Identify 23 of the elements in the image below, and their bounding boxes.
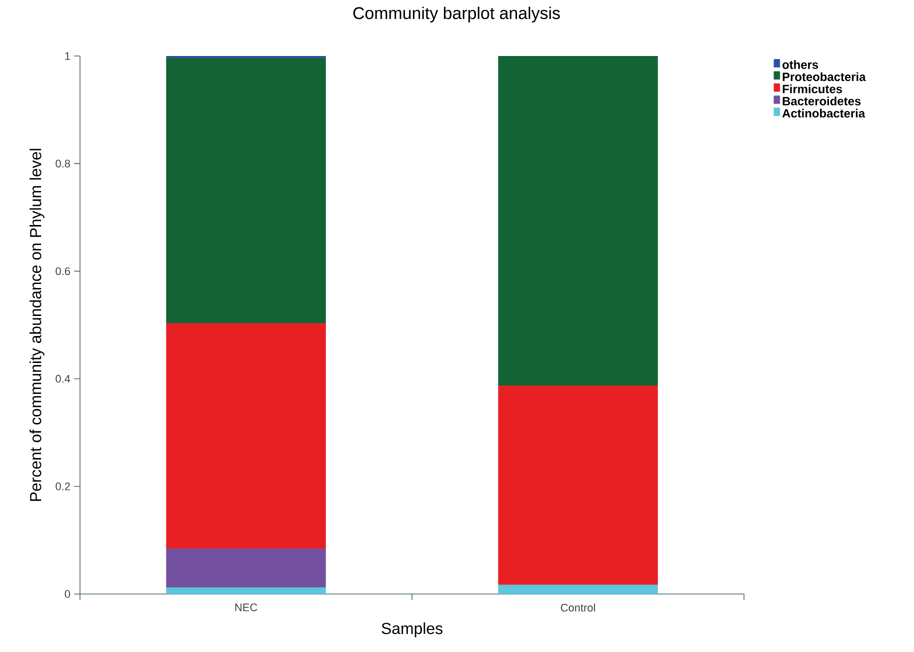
y-tick-label: 0 <box>64 590 70 598</box>
bar <box>498 56 658 386</box>
x-axis-title: Samples <box>382 622 442 638</box>
chart-title: Community barplot analysis <box>353 6 560 22</box>
bar <box>166 58 326 324</box>
y-axis-title: Percent of community abundance on Phylum level <box>30 148 44 501</box>
bar <box>498 386 658 585</box>
bar <box>166 323 326 549</box>
legend-label: Bacteroidetes <box>782 96 861 106</box>
x-tick-label: NEC <box>235 604 258 612</box>
legend-label: Firmicutes <box>782 84 842 94</box>
legend-label: Proteobacteria <box>782 72 866 82</box>
y-tick-label: 0.4 <box>56 374 70 383</box>
legend-label: others <box>782 60 818 69</box>
y-tick-label: 0.8 <box>56 160 70 168</box>
x-tick-label: Control <box>560 604 595 612</box>
y-tick-label: 0.2 <box>56 482 70 490</box>
bar <box>498 584 658 594</box>
y-tick-label: 0.6 <box>56 267 70 276</box>
y-tick-label: 1 <box>65 52 70 60</box>
bar <box>166 548 326 588</box>
bar <box>166 587 326 594</box>
legend-label: Actinobacteria <box>782 108 866 118</box>
